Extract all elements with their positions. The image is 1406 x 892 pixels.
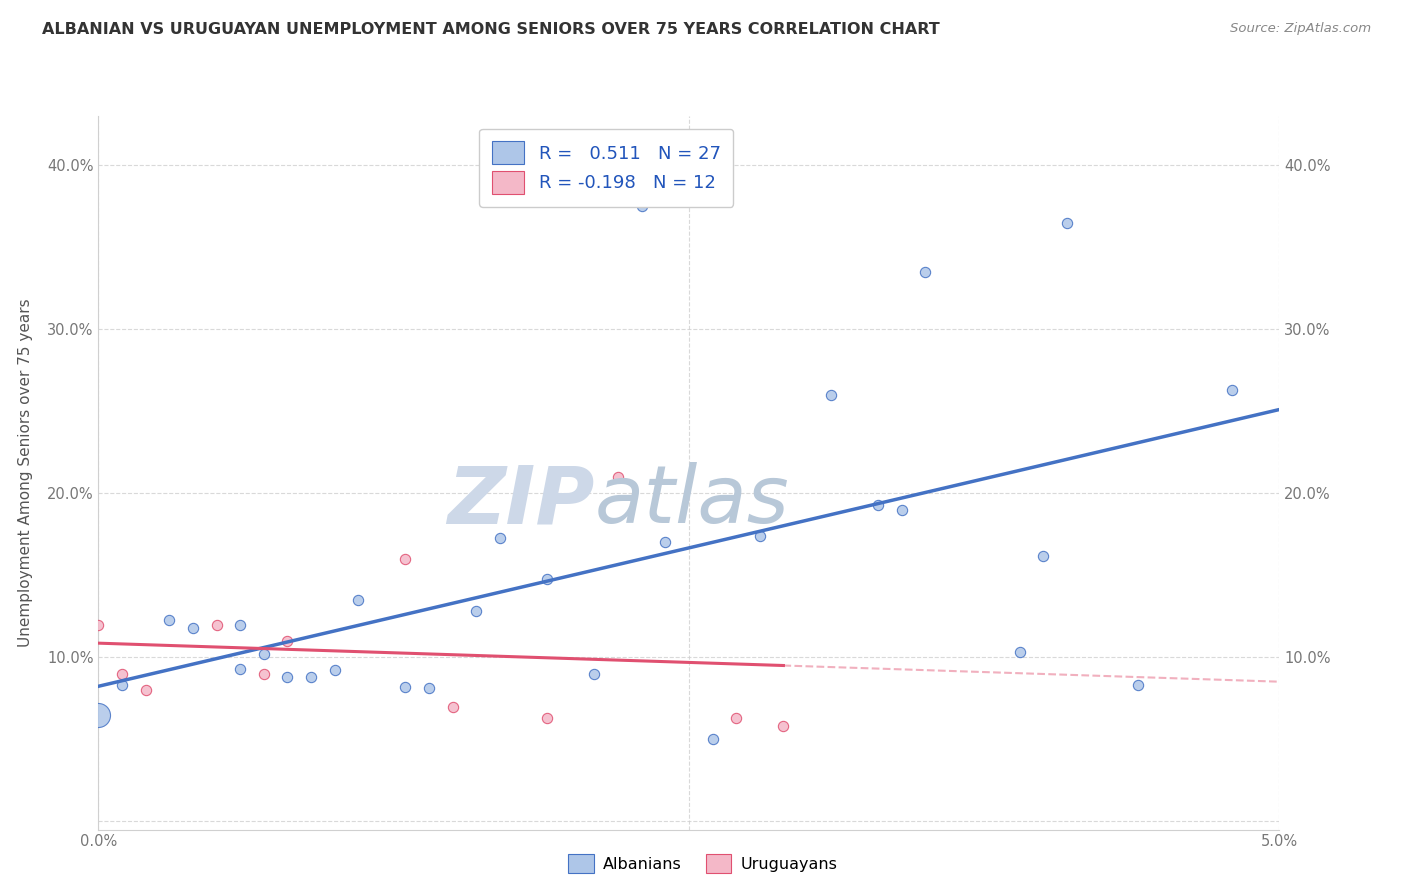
- Point: [866, 498, 889, 512]
- Point: [820, 388, 842, 402]
- Text: Source: ZipAtlas.com: Source: ZipAtlas.com: [1230, 22, 1371, 36]
- Point: [630, 199, 652, 213]
- Point: [536, 572, 558, 586]
- Point: [135, 683, 157, 698]
- Legend: R =   0.511   N = 27, R = -0.198   N = 12: R = 0.511 N = 27, R = -0.198 N = 12: [479, 128, 734, 207]
- Point: [299, 670, 322, 684]
- Point: [1008, 645, 1031, 659]
- Y-axis label: Unemployment Among Seniors over 75 years: Unemployment Among Seniors over 75 years: [18, 299, 34, 647]
- Point: [1220, 383, 1243, 397]
- Legend: Albanians, Uruguayans: Albanians, Uruguayans: [561, 847, 845, 880]
- Point: [890, 502, 912, 516]
- Point: [347, 593, 370, 607]
- Point: [725, 711, 748, 725]
- Point: [394, 680, 416, 694]
- Point: [1032, 549, 1054, 563]
- Point: [157, 613, 180, 627]
- Point: [111, 678, 134, 692]
- Point: [229, 662, 252, 676]
- Point: [489, 531, 512, 545]
- Point: [87, 707, 110, 722]
- Text: ALBANIAN VS URUGUAYAN UNEMPLOYMENT AMONG SENIORS OVER 75 YEARS CORRELATION CHART: ALBANIAN VS URUGUAYAN UNEMPLOYMENT AMONG…: [42, 22, 941, 37]
- Point: [607, 470, 630, 484]
- Point: [253, 666, 276, 681]
- Point: [394, 552, 416, 566]
- Point: [654, 535, 676, 549]
- Text: atlas: atlas: [595, 462, 789, 541]
- Point: [111, 666, 134, 681]
- Point: [87, 617, 110, 632]
- Point: [914, 265, 936, 279]
- Point: [418, 681, 440, 696]
- Point: [748, 529, 770, 543]
- Point: [253, 647, 276, 661]
- Point: [181, 621, 204, 635]
- Point: [229, 617, 252, 632]
- Point: [772, 719, 794, 733]
- Point: [1126, 678, 1149, 692]
- Point: [276, 670, 298, 684]
- Point: [536, 711, 558, 725]
- Point: [1056, 216, 1078, 230]
- Point: [276, 634, 298, 648]
- Point: [205, 617, 228, 632]
- Point: [323, 664, 346, 678]
- Text: ZIP: ZIP: [447, 462, 595, 541]
- Point: [441, 699, 464, 714]
- Point: [702, 732, 724, 747]
- Point: [465, 604, 488, 618]
- Point: [583, 666, 606, 681]
